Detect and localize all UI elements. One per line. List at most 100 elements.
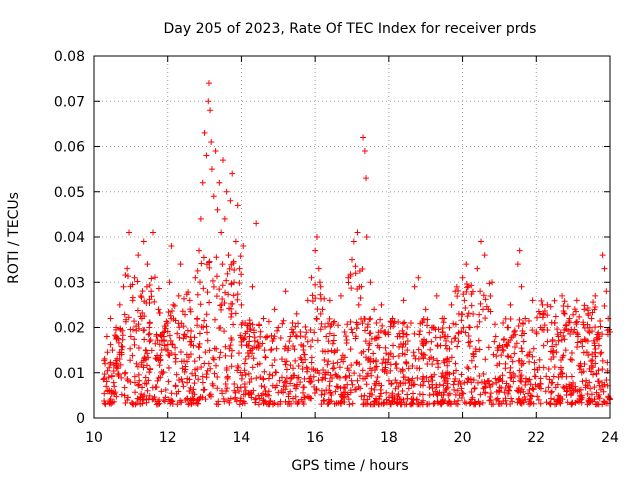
data-point	[507, 301, 514, 308]
y-axis-label: ROTI / TECUs	[6, 192, 22, 284]
data-point	[394, 333, 401, 340]
data-point	[482, 296, 489, 303]
data-point	[426, 384, 433, 391]
data-point	[499, 378, 506, 385]
data-point	[351, 370, 358, 377]
data-point	[181, 295, 188, 302]
data-point	[395, 352, 402, 359]
data-point	[517, 389, 524, 396]
data-point	[246, 379, 253, 386]
data-point	[549, 343, 556, 350]
data-point	[110, 379, 117, 386]
data-point	[471, 400, 478, 407]
data-point	[440, 319, 447, 326]
data-point	[300, 346, 307, 353]
data-point	[240, 336, 247, 343]
data-point	[511, 329, 518, 336]
data-point	[241, 367, 248, 374]
data-point	[518, 283, 525, 290]
data-point	[389, 392, 396, 399]
data-point	[451, 386, 458, 393]
data-point	[586, 365, 593, 372]
data-point	[354, 286, 361, 293]
data-point	[483, 303, 490, 310]
data-point	[414, 374, 421, 381]
data-point	[347, 389, 354, 396]
data-point	[197, 301, 204, 308]
data-point	[526, 358, 533, 365]
data-point	[223, 367, 230, 374]
data-point	[404, 347, 411, 354]
data-point	[428, 374, 435, 381]
data-point	[395, 383, 402, 390]
data-point	[107, 360, 114, 367]
data-point	[405, 377, 412, 384]
data-point	[560, 332, 567, 339]
data-point	[118, 346, 125, 353]
data-point	[135, 371, 142, 378]
data-point	[107, 399, 114, 406]
data-point	[590, 299, 597, 306]
data-point	[194, 365, 201, 372]
data-point	[232, 238, 239, 245]
data-point	[282, 378, 289, 385]
data-point	[350, 238, 357, 245]
data-point	[104, 349, 111, 356]
data-point	[257, 333, 264, 340]
data-point	[368, 401, 375, 408]
data-point	[507, 316, 514, 323]
data-point	[297, 354, 304, 361]
data-point	[537, 385, 544, 392]
data-point	[248, 375, 255, 382]
data-point	[112, 326, 119, 333]
data-point	[222, 289, 229, 296]
data-point	[339, 352, 346, 359]
data-point	[402, 341, 409, 348]
data-point	[373, 320, 380, 327]
data-point	[434, 342, 441, 349]
data-point	[224, 373, 231, 380]
data-point	[374, 334, 381, 341]
data-point	[373, 395, 380, 402]
data-point	[429, 377, 436, 384]
data-point	[442, 342, 449, 349]
data-point	[194, 291, 201, 298]
data-point	[361, 148, 368, 155]
data-point	[204, 289, 211, 296]
data-point	[334, 383, 341, 390]
data-point	[146, 330, 153, 337]
data-point	[145, 331, 152, 338]
data-point	[319, 306, 326, 313]
data-point	[426, 400, 433, 407]
data-point	[200, 387, 207, 394]
data-point	[373, 357, 380, 364]
data-point	[371, 386, 378, 393]
x-tick-label: 10	[85, 430, 103, 446]
data-point	[503, 341, 510, 348]
data-point	[132, 389, 139, 396]
data-point	[140, 364, 147, 371]
data-point	[360, 134, 367, 141]
data-point	[316, 370, 323, 377]
data-point	[144, 350, 151, 357]
data-point	[266, 400, 273, 407]
data-point	[183, 395, 190, 402]
data-point	[530, 386, 537, 393]
data-point	[187, 384, 194, 391]
data-point	[318, 401, 325, 408]
data-point	[400, 330, 407, 337]
data-point	[407, 401, 414, 408]
data-point	[356, 372, 363, 379]
data-point	[107, 396, 114, 403]
data-point	[213, 293, 220, 300]
data-point	[538, 297, 545, 304]
data-point	[455, 287, 462, 294]
data-point	[211, 316, 218, 323]
data-point	[222, 343, 229, 350]
data-point	[348, 326, 355, 333]
data-point	[159, 370, 166, 377]
data-point	[303, 329, 310, 336]
data-point	[131, 373, 138, 380]
data-point	[576, 366, 583, 373]
data-point	[464, 284, 471, 291]
